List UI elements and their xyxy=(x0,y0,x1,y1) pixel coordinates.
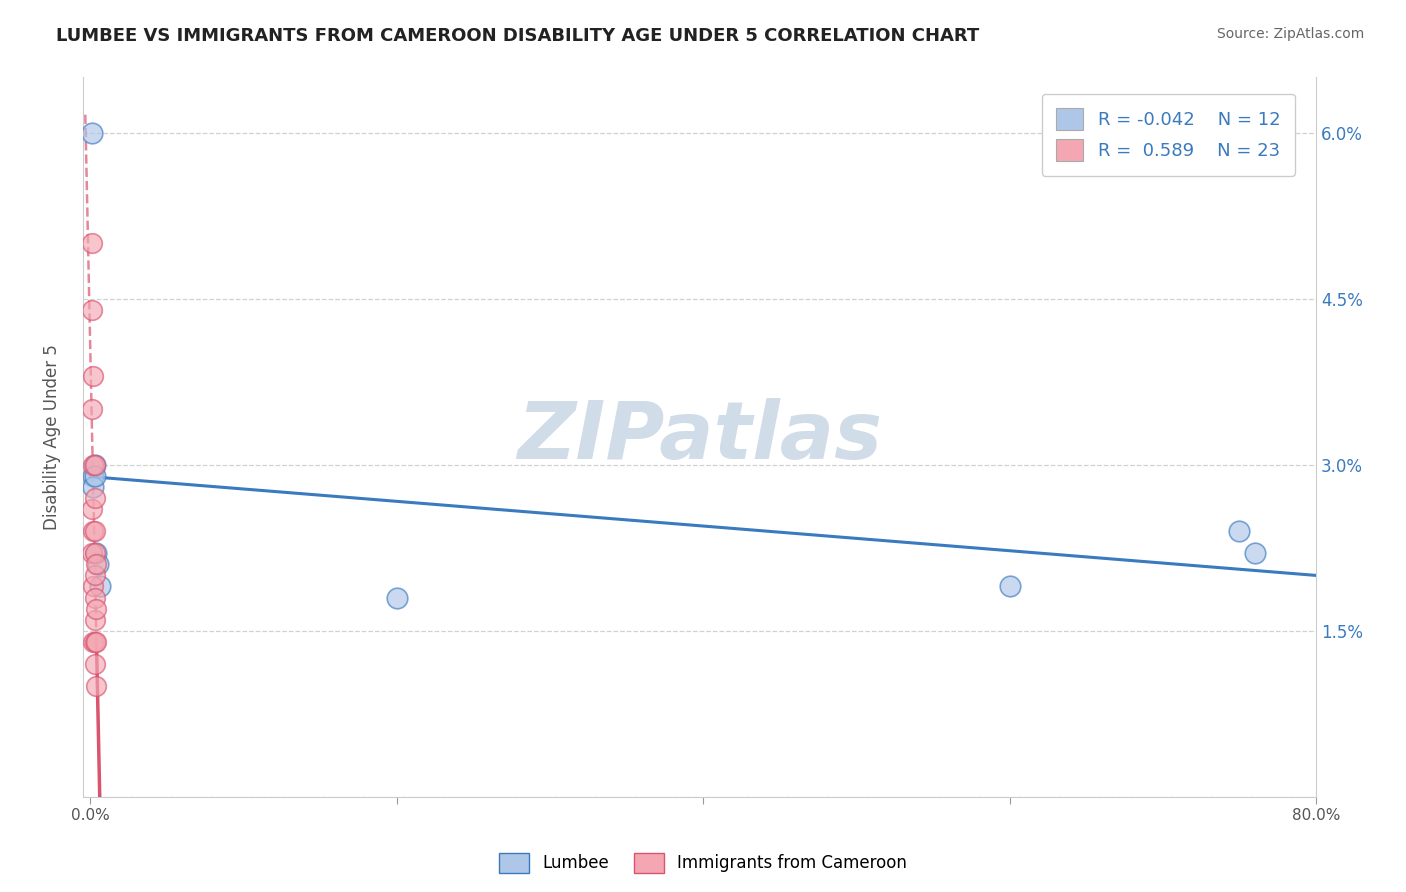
Point xyxy=(86,634,108,648)
Point xyxy=(80,236,103,251)
Point xyxy=(1243,546,1265,560)
Point xyxy=(998,579,1021,593)
Point xyxy=(86,679,108,693)
Point xyxy=(80,126,103,140)
Point xyxy=(80,546,103,560)
Point xyxy=(80,502,103,516)
Point xyxy=(86,558,108,572)
Point xyxy=(83,458,105,472)
Point xyxy=(82,480,104,494)
Y-axis label: Disability Age Under 5: Disability Age Under 5 xyxy=(44,344,60,530)
Point xyxy=(82,579,104,593)
Point xyxy=(82,634,104,648)
Point xyxy=(83,657,105,671)
Point xyxy=(87,558,110,572)
Point xyxy=(1229,524,1251,538)
Point xyxy=(86,601,108,615)
Point xyxy=(83,491,105,505)
Point xyxy=(82,524,104,538)
Legend: R = -0.042    N = 12, R =  0.589    N = 23: R = -0.042 N = 12, R = 0.589 N = 23 xyxy=(1042,94,1295,176)
Point xyxy=(83,591,105,605)
Text: ZIPatlas: ZIPatlas xyxy=(517,398,882,476)
Point xyxy=(83,524,105,538)
Point xyxy=(86,546,108,560)
Point xyxy=(83,468,105,483)
Point xyxy=(83,613,105,627)
Point xyxy=(82,369,104,384)
Point xyxy=(83,634,105,648)
Point xyxy=(83,568,105,582)
Text: LUMBEE VS IMMIGRANTS FROM CAMEROON DISABILITY AGE UNDER 5 CORRELATION CHART: LUMBEE VS IMMIGRANTS FROM CAMEROON DISAB… xyxy=(56,27,980,45)
Point xyxy=(80,402,103,417)
Point xyxy=(82,468,104,483)
Legend: Lumbee, Immigrants from Cameroon: Lumbee, Immigrants from Cameroon xyxy=(492,847,914,880)
Point xyxy=(89,579,111,593)
Point xyxy=(83,546,105,560)
Point xyxy=(82,458,104,472)
Point xyxy=(83,458,105,472)
Point xyxy=(385,591,408,605)
Point xyxy=(80,302,103,317)
Text: Source: ZipAtlas.com: Source: ZipAtlas.com xyxy=(1216,27,1364,41)
